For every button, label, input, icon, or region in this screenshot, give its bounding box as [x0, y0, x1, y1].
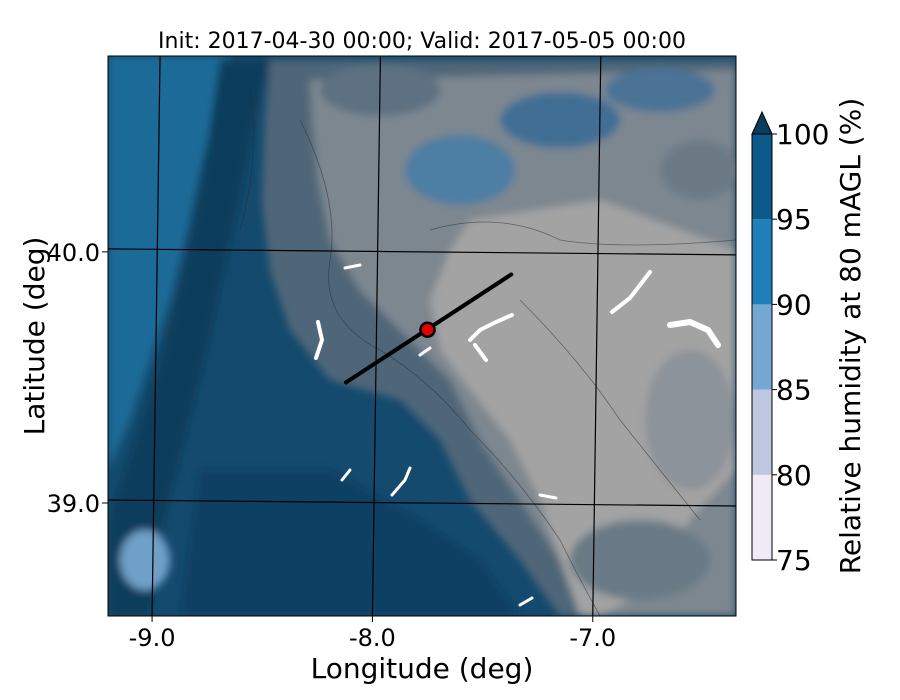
contour-line [239, 89, 254, 231]
dry-streak [538, 493, 558, 500]
dry-streak [518, 596, 534, 607]
colorbar-segment [752, 304, 772, 390]
dry-streak [667, 318, 721, 348]
dry-streak [340, 468, 352, 482]
dry-streak [473, 343, 488, 362]
colorbar-segment [752, 219, 772, 305]
chart-title: Init: 2017-04-30 00:00; Valid: 2017-05-0… [158, 29, 686, 54]
field-north-blue-patch [405, 135, 515, 205]
colorbar-label: Relative humidity at 80 mAGL (%) [834, 98, 867, 575]
dry-streak [610, 270, 652, 314]
x-tick-label: -9.0 [129, 624, 176, 652]
colorbar-tick-label: 80 [776, 459, 812, 492]
colorbar: 75 80 85 90 95 100 [751, 110, 829, 577]
x-axis: -9.0 -8.0 -7.0 [129, 616, 616, 652]
colorbar-tick-label: 95 [776, 203, 812, 236]
x-tick-label: -7.0 [569, 624, 616, 652]
colorbar-extend-arrow [751, 110, 773, 135]
colorbar-segment [752, 389, 772, 475]
dry-streaks [314, 263, 721, 607]
meridian-line [151, 56, 161, 616]
dry-streak [390, 466, 412, 497]
field-light-gray [430, 200, 736, 616]
dry-streak [314, 320, 325, 360]
contour-line [519, 299, 701, 521]
colorbar-tick-label: 75 [776, 544, 812, 577]
field-coastal-band [108, 56, 230, 470]
y-axis-label: Latitude (deg) [18, 237, 51, 436]
field-north-gray-patch [660, 140, 736, 200]
colorbar-segment [752, 474, 772, 560]
field-dark-strip [108, 60, 270, 616]
field-north-blue-patch [500, 92, 620, 148]
field-east-patch [645, 350, 735, 490]
humidity-field [108, 56, 736, 616]
field-north-blue-patch [605, 68, 715, 112]
colorbar-frame [751, 133, 773, 561]
plot-frame [107, 55, 737, 617]
field-south-dark [180, 470, 520, 616]
graticule [108, 56, 736, 616]
meridian-line [592, 56, 602, 616]
colorbar-tick-label: 85 [776, 374, 812, 407]
dry-streak [468, 313, 514, 342]
colorbar-tick-label: 100 [776, 118, 829, 151]
x-tick-label: -8.0 [349, 624, 396, 652]
plot-area [108, 56, 736, 616]
colorbar-tick-label: 90 [776, 288, 812, 321]
y-axis: 39.0 40.0 [47, 239, 108, 518]
contour-line [299, 119, 601, 616]
field-east-patch [570, 520, 710, 600]
meridian-line [371, 56, 382, 616]
dry-streak [343, 263, 362, 270]
y-tick-label: 39.0 [47, 490, 100, 518]
contour-line [429, 221, 736, 246]
location-marker [419, 321, 436, 338]
overlay [343, 272, 514, 385]
field-southwest-light-patch [120, 530, 170, 590]
parallel-line [108, 499, 736, 507]
parallel-line [108, 248, 736, 256]
dry-streak [418, 346, 432, 357]
x-axis-label: Longitude (deg) [311, 652, 534, 685]
y-tick-label: 40.0 [47, 239, 100, 267]
contour-lines [239, 89, 736, 616]
colorbar-segment [752, 134, 772, 220]
